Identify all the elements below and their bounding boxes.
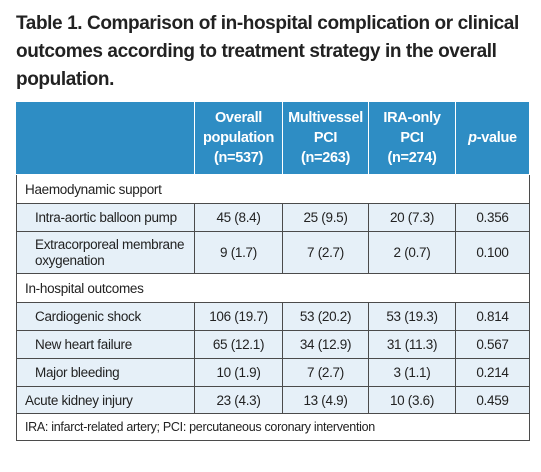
header-blank-cell <box>16 101 195 175</box>
outcomes-table-container: Overall population (n=537) Multivessel P… <box>16 101 530 441</box>
cell-multivessel: 13 (4.9) <box>282 386 369 414</box>
row-label: Acute kidney injury <box>16 386 195 414</box>
table-caption: Table 1. Comparison of in-hospital compl… <box>16 10 536 94</box>
header-overall-population: Overall population (n=537) <box>194 101 283 175</box>
section-label: In-hospital outcomes <box>16 273 530 303</box>
header-multivessel-pci: Multivessel PCI (n=263) <box>282 101 369 175</box>
cell-p-value: 0.214 <box>455 358 530 387</box>
header-ira-only-pci: IRA-only PCI (n=274) <box>368 101 456 175</box>
caption-line-2: outcomes according to treatment strategy… <box>16 41 497 62</box>
row-label: Cardiogenic shock <box>16 302 195 331</box>
header-p-value: p-value <box>455 101 530 175</box>
cell-ira-only: 2 (0.7) <box>368 231 456 274</box>
cell-multivessel: 7 (2.7) <box>282 358 369 387</box>
cell-ira-only: 20 (7.3) <box>368 203 456 232</box>
cell-overall: 65 (12.1) <box>194 330 283 359</box>
cell-multivessel: 53 (20.2) <box>282 302 369 331</box>
row-label: Extracorporeal membrane oxygenation <box>16 231 195 274</box>
cell-overall: 9 (1.7) <box>194 231 283 274</box>
outcomes-table: Overall population (n=537) Multivessel P… <box>16 101 530 441</box>
table-footnote: IRA: infarct-related artery; PCI: percut… <box>16 413 530 441</box>
table-row: Intra-aortic balloon pump 45 (8.4) 25 (9… <box>16 203 530 232</box>
section-label: Haemodynamic support <box>16 174 530 204</box>
cell-ira-only: 31 (11.3) <box>368 330 456 359</box>
row-label: Major bleeding <box>16 358 195 387</box>
cell-overall: 45 (8.4) <box>194 203 283 232</box>
cell-p-value: 0.356 <box>455 203 530 232</box>
cell-multivessel: 34 (12.9) <box>282 330 369 359</box>
row-label: New heart failure <box>16 330 195 359</box>
section-row-haemodynamic: Haemodynamic support <box>16 174 530 204</box>
cell-multivessel: 7 (2.7) <box>282 231 369 274</box>
caption-line-3: population. <box>16 69 114 90</box>
cell-ira-only: 53 (19.3) <box>368 302 456 331</box>
cell-overall: 23 (4.3) <box>194 386 283 414</box>
footnote-row: IRA: infarct-related artery; PCI: percut… <box>16 413 530 441</box>
cell-p-value: 0.814 <box>455 302 530 331</box>
table-row: New heart failure 65 (12.1) 34 (12.9) 31… <box>16 330 530 359</box>
cell-p-value: 0.567 <box>455 330 530 359</box>
cell-p-value: 0.459 <box>455 386 530 414</box>
table-row: Major bleeding 10 (1.9) 7 (2.7) 3 (1.1) … <box>16 358 530 387</box>
cell-p-value: 0.100 <box>455 231 530 274</box>
table-row: Acute kidney injury 23 (4.3) 13 (4.9) 10… <box>16 386 530 414</box>
cell-overall: 10 (1.9) <box>194 358 283 387</box>
cell-ira-only: 3 (1.1) <box>368 358 456 387</box>
cell-multivessel: 25 (9.5) <box>282 203 369 232</box>
row-label: Intra-aortic balloon pump <box>16 203 195 232</box>
cell-ira-only: 10 (3.6) <box>368 386 456 414</box>
cell-overall: 106 (19.7) <box>194 302 283 331</box>
caption-line-1: Table 1. Comparison of in-hospital compl… <box>16 13 519 34</box>
table-row: Cardiogenic shock 106 (19.7) 53 (20.2) 5… <box>16 302 530 331</box>
table-row: Extracorporeal membrane oxygenation 9 (1… <box>16 231 530 274</box>
header-row: Overall population (n=537) Multivessel P… <box>16 101 530 175</box>
section-row-inhospital: In-hospital outcomes <box>16 273 530 303</box>
